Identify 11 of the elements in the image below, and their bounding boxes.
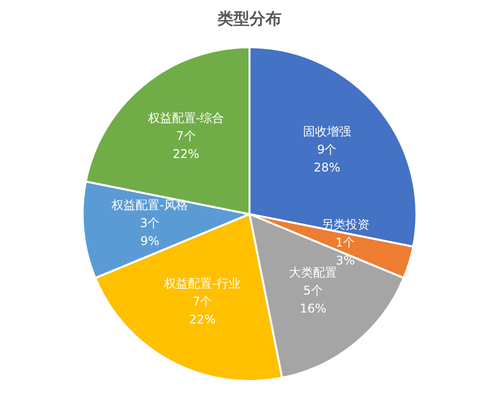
data-label: 7个 22% <box>188 294 216 327</box>
data-label: 5个 16% <box>300 284 326 316</box>
data-label: 7个 22% <box>172 128 200 161</box>
chart-title: 类型分布 <box>216 8 282 28</box>
data-label: 1个 3% <box>336 235 356 268</box>
slice-label: 权益配置-行业 <box>163 276 240 291</box>
data-label: 9个 28% <box>314 142 340 175</box>
slice-label: 权益配置-综合 <box>146 110 224 125</box>
slice-label: 固收增强 <box>302 124 351 139</box>
data-label: 3个 9% <box>140 216 160 248</box>
slice-label: 大类配置 <box>289 266 338 280</box>
